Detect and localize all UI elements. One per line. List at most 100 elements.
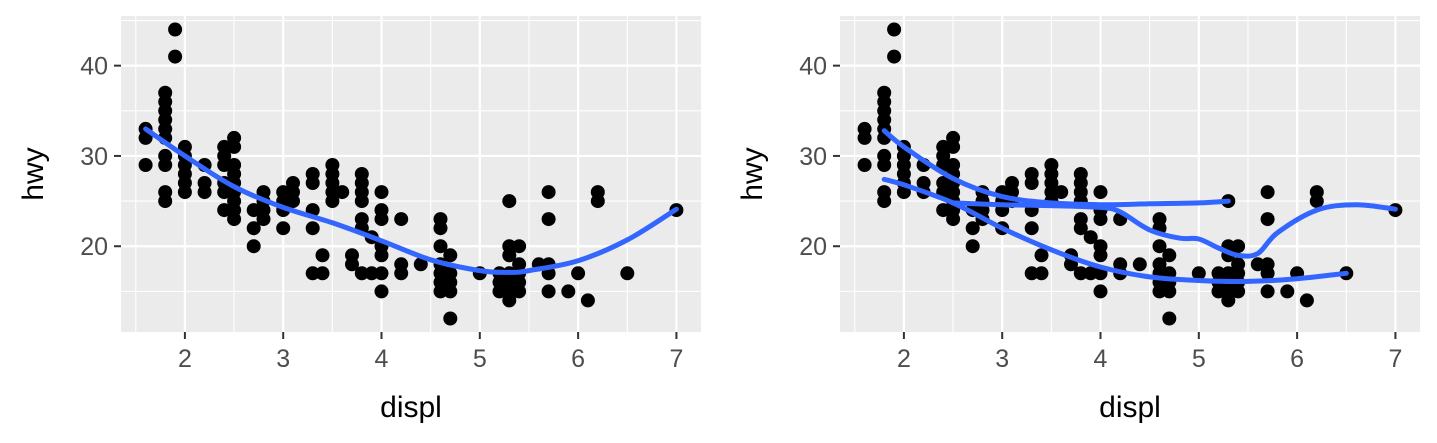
chart-2-point <box>1260 284 1275 299</box>
chart-2-point <box>1093 212 1108 227</box>
chart-1-y-tick-label: 30 <box>80 143 108 171</box>
chart-1-x-tick-label: 7 <box>669 345 683 373</box>
chart-2-point <box>1083 230 1098 245</box>
chart-2-point <box>965 239 980 254</box>
chart-2-y-tick-label: 30 <box>799 143 827 171</box>
chart-1-point <box>246 203 261 218</box>
chart-1-point <box>138 158 153 172</box>
chart-1-point <box>561 284 576 299</box>
chart-1-point <box>305 221 320 236</box>
chart-1-point <box>217 158 232 172</box>
chart-1-point <box>433 221 448 236</box>
chart-1-point <box>512 284 527 299</box>
chart-1-y-tick-label: 20 <box>80 233 108 261</box>
chart-1-point <box>492 284 507 299</box>
chart-2-point <box>857 130 872 145</box>
chart-2-point <box>1024 176 1039 190</box>
chart-1-point <box>394 266 409 281</box>
chart-2-point <box>965 221 980 236</box>
chart-1-x-tick-label: 3 <box>276 345 290 373</box>
chart-1-point <box>374 212 389 227</box>
chart-2-x-tick-label: 7 <box>1388 345 1402 373</box>
chart-2-point <box>1083 266 1098 281</box>
chart-2-point <box>1054 185 1069 200</box>
chart-2-point <box>1132 257 1147 272</box>
chart-1-point <box>374 185 389 200</box>
chart-2-x-tick-label: 2 <box>897 345 911 373</box>
chart-1-y-tick-label: 40 <box>80 53 108 81</box>
chart-2-point <box>1280 284 1295 299</box>
chart-1-point <box>305 176 320 190</box>
chart-1-point <box>590 194 605 209</box>
chart-2-point <box>887 22 902 37</box>
chart-1-point <box>345 257 359 272</box>
chart-1-point <box>158 158 173 172</box>
chart-1: 2 3 4 5 6 7 20 30 40 displ hwy <box>17 16 701 424</box>
chart-1-point <box>374 266 389 281</box>
chart-2-y-tick-label: 20 <box>799 233 827 261</box>
chart-2-point <box>1034 248 1049 263</box>
chart-1-smooth-line-1 <box>143 126 679 275</box>
chart-1-point <box>541 185 556 200</box>
chart-2-point <box>946 212 961 227</box>
chart-1-point <box>433 284 448 299</box>
chart-1-point <box>620 266 635 281</box>
chart-1-point <box>580 293 595 308</box>
chart-1-x-tick-label: 5 <box>473 345 487 373</box>
chart-1-point <box>256 212 271 227</box>
chart-2-point <box>1299 293 1314 308</box>
chart-2-x-axis-title: displ <box>1099 391 1161 424</box>
chart-2-point <box>1162 311 1177 326</box>
chart-2-point <box>857 158 872 172</box>
chart-2-point <box>1093 248 1108 263</box>
chart-1-point <box>138 130 153 145</box>
chart-2-point <box>1221 293 1236 308</box>
chart-1-point <box>443 311 458 326</box>
chart-1-point <box>168 22 183 37</box>
chart-2-point <box>1260 212 1275 227</box>
chart-1-point <box>227 139 242 154</box>
chart-2: 2 3 4 5 6 7 20 30 40 displ hwy <box>736 16 1420 424</box>
chart-2-x-tick-label: 3 <box>995 345 1009 373</box>
chart-1-panel <box>121 16 701 332</box>
chart-1-point <box>246 239 261 254</box>
chart-1-point <box>227 212 242 227</box>
chart-1-point <box>158 194 173 209</box>
chart-2-point <box>1211 284 1226 299</box>
chart-2-point <box>1034 266 1049 281</box>
chart-1-x-tick-label: 4 <box>375 345 389 373</box>
chart-1-x-tick-label: 6 <box>571 345 585 373</box>
chart-2-point <box>1191 266 1206 281</box>
chart-2-point <box>1024 266 1039 281</box>
chart-1-point <box>512 239 527 254</box>
chart-1-point <box>443 248 458 263</box>
chart-1-point <box>364 266 379 281</box>
chart-1-point <box>217 203 232 218</box>
chart-2-point <box>1250 257 1265 272</box>
chart-1-point <box>502 194 517 209</box>
chart-1-point <box>315 248 330 263</box>
chart-1-point <box>354 266 369 281</box>
chart-2-smooth-line-3 <box>950 200 1398 259</box>
chart-2-point <box>946 139 961 154</box>
chart-2-y-axis-title: hwy <box>736 147 769 200</box>
chart-1-point <box>286 194 300 209</box>
chart-1-point <box>335 185 350 200</box>
chart-2-point <box>1152 284 1167 299</box>
chart-2-point <box>1073 266 1088 281</box>
chart-1-point <box>541 284 556 299</box>
chart-2-point <box>1162 284 1177 299</box>
chart-1-point <box>374 284 389 299</box>
chart-2-point <box>1073 221 1088 236</box>
chart-2-point <box>1260 266 1275 281</box>
chart-1-point <box>571 266 586 281</box>
chart-1-point <box>502 293 517 308</box>
chart-2-x-tick-label: 4 <box>1094 345 1108 373</box>
chart-1-point <box>276 221 291 236</box>
chart-1-y-axis-title: hwy <box>17 147 50 200</box>
chart-1-point <box>177 185 192 200</box>
chart-1-point <box>354 194 369 209</box>
chart-2-y-tick-label: 40 <box>799 53 827 81</box>
chart-2-x-tick-label: 6 <box>1290 345 1304 373</box>
chart-2-smooth-line-2 <box>881 176 1349 284</box>
